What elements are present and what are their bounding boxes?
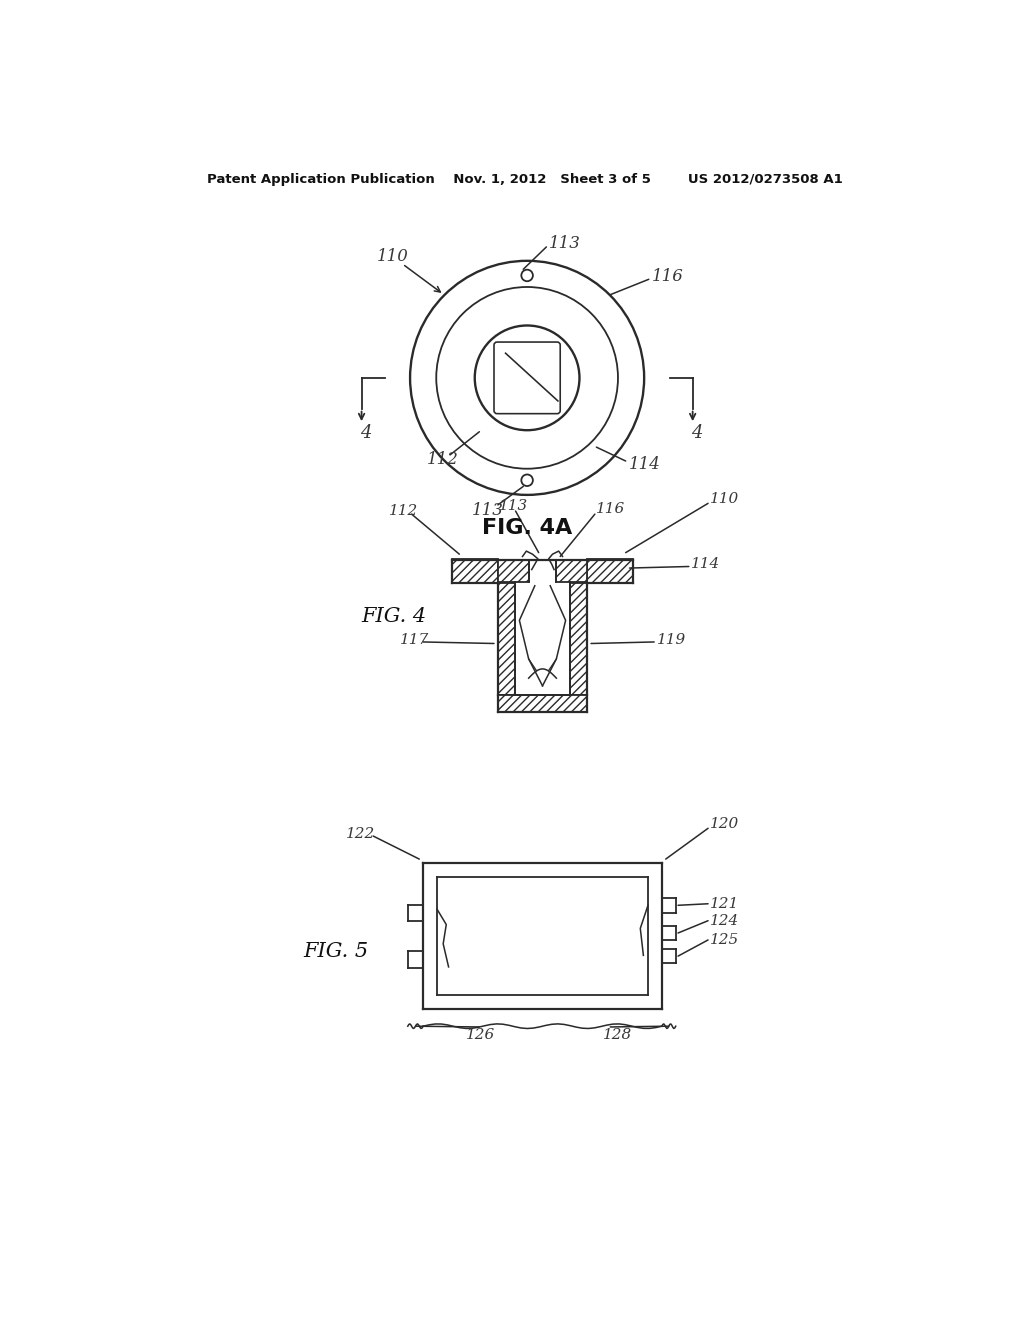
Text: 113: 113 bbox=[499, 499, 527, 513]
Text: Patent Application Publication    Nov. 1, 2012   Sheet 3 of 5        US 2012/027: Patent Application Publication Nov. 1, 2… bbox=[207, 173, 843, 186]
Text: 113: 113 bbox=[549, 235, 581, 252]
Text: 122: 122 bbox=[346, 828, 376, 841]
Text: 124: 124 bbox=[711, 913, 739, 928]
Text: 128: 128 bbox=[602, 1028, 632, 1041]
Text: 117: 117 bbox=[400, 632, 429, 647]
Text: 116: 116 bbox=[596, 502, 626, 516]
Text: 116: 116 bbox=[652, 268, 684, 285]
Bar bbox=[498, 561, 528, 582]
Text: FIG. 4: FIG. 4 bbox=[361, 607, 427, 626]
Bar bbox=[587, 558, 634, 583]
Text: 125: 125 bbox=[711, 933, 739, 946]
Text: 114: 114 bbox=[629, 455, 660, 473]
Bar bbox=[498, 696, 587, 711]
Text: 113: 113 bbox=[472, 502, 504, 519]
Text: 126: 126 bbox=[466, 1028, 495, 1041]
Text: 119: 119 bbox=[656, 632, 686, 647]
Text: 110: 110 bbox=[377, 248, 409, 265]
Text: 112: 112 bbox=[388, 504, 418, 517]
Text: 114: 114 bbox=[691, 557, 720, 572]
Bar bbox=[452, 558, 498, 583]
Text: 121: 121 bbox=[711, 896, 739, 911]
Text: FIG. 4A: FIG. 4A bbox=[482, 517, 572, 539]
Text: 112: 112 bbox=[427, 451, 459, 469]
Bar bbox=[570, 582, 587, 696]
Text: 4: 4 bbox=[691, 424, 702, 442]
Text: 110: 110 bbox=[711, 492, 739, 506]
Bar bbox=[556, 561, 587, 582]
Text: FIG. 5: FIG. 5 bbox=[304, 942, 369, 961]
Bar bbox=[498, 582, 515, 696]
Text: 120: 120 bbox=[711, 817, 739, 832]
Text: 4: 4 bbox=[359, 424, 371, 442]
